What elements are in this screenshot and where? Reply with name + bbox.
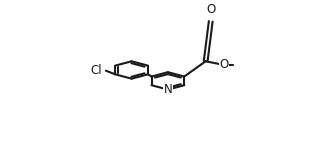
Text: Cl: Cl bbox=[91, 64, 102, 77]
Text: N: N bbox=[164, 83, 172, 96]
Text: O: O bbox=[206, 3, 215, 16]
Text: O: O bbox=[219, 58, 228, 71]
